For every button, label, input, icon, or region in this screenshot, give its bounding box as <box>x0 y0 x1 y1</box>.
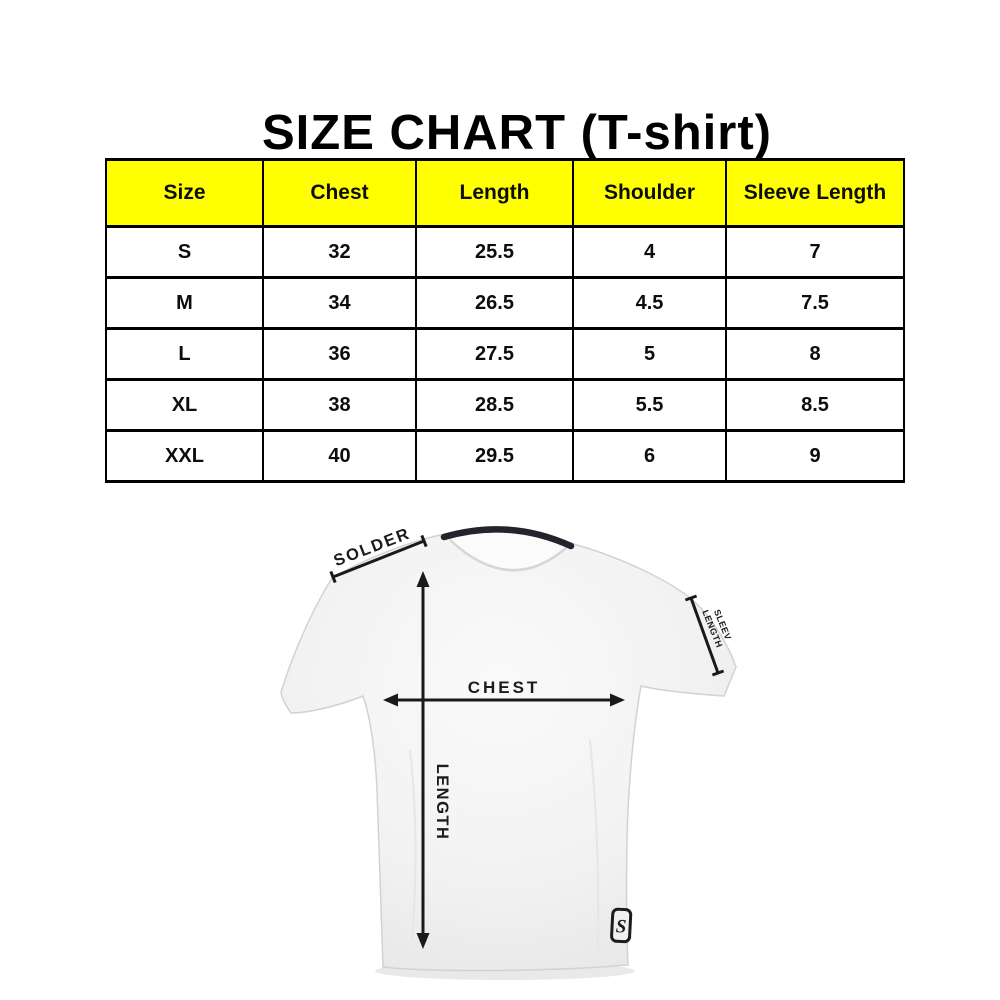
value-cell: 28.5 <box>415 378 574 432</box>
column-header: Length <box>415 158 574 228</box>
shirt-body <box>280 527 737 972</box>
shirt-fold <box>409 749 417 941</box>
page-title: SIZE CHART (T-shirt) <box>262 105 772 160</box>
chest-label: CHEST <box>468 678 541 697</box>
chest-arrow <box>383 693 625 707</box>
value-cell: 6 <box>572 429 727 483</box>
value-cell: 4.5 <box>572 276 727 330</box>
shoulder-dim-line <box>329 534 428 584</box>
value-cell: 38 <box>262 378 417 432</box>
column-header: Size <box>105 158 264 228</box>
column-header: Chest <box>262 158 417 228</box>
size-cell: XXL <box>105 429 264 483</box>
table-row: L 36 27.5 5 8 <box>105 327 905 381</box>
value-cell: 5.5 <box>572 378 727 432</box>
brand-tag-letter: S <box>615 916 627 938</box>
value-cell: 36 <box>262 327 417 381</box>
tshirt-diagram: SOLDER LENGTH CHEST SLEEV LENGTH S <box>280 524 737 980</box>
length-arrow <box>416 571 430 949</box>
length-label: LENGTH <box>433 764 451 841</box>
header-row: Size Chest Length Shoulder Sleeve Length <box>105 158 905 228</box>
size-cell: XL <box>105 378 264 432</box>
table-row: XXL 40 29.5 6 9 <box>105 429 905 483</box>
value-cell: 27.5 <box>415 327 574 381</box>
value-cell: 32 <box>262 225 417 279</box>
column-header: Shoulder <box>572 158 727 228</box>
brand-tag: S <box>610 907 633 944</box>
column-header: Sleeve Length <box>725 158 905 228</box>
table-row: M 34 26.5 4.5 7.5 <box>105 276 905 330</box>
size-cell: S <box>105 225 264 279</box>
table-row: S 32 25.5 4 7 <box>105 225 905 279</box>
value-cell: 34 <box>262 276 417 330</box>
table-row: XL 38 28.5 5.5 8.5 <box>105 378 905 432</box>
value-cell: 7 <box>725 225 905 279</box>
shirt-fold <box>589 739 600 951</box>
collar <box>440 526 575 550</box>
value-cell: 7.5 <box>725 276 905 330</box>
value-cell: 9 <box>725 429 905 483</box>
value-cell: 4 <box>572 225 727 279</box>
value-cell: 8.5 <box>725 378 905 432</box>
value-cell: 25.5 <box>415 225 574 279</box>
value-cell: 5 <box>572 327 727 381</box>
neckline-hem <box>449 539 567 572</box>
size-cell: L <box>105 327 264 381</box>
neck-opening <box>446 527 569 571</box>
value-cell: 26.5 <box>415 276 574 330</box>
size-table: Size Chest Length Shoulder Sleeve Length S 32 2… <box>105 158 905 483</box>
size-cell: M <box>105 276 264 330</box>
value-cell: 40 <box>262 429 417 483</box>
value-cell: 29.5 <box>415 429 574 483</box>
value-cell: 8 <box>725 327 905 381</box>
sleeve-dim-line <box>684 594 725 677</box>
